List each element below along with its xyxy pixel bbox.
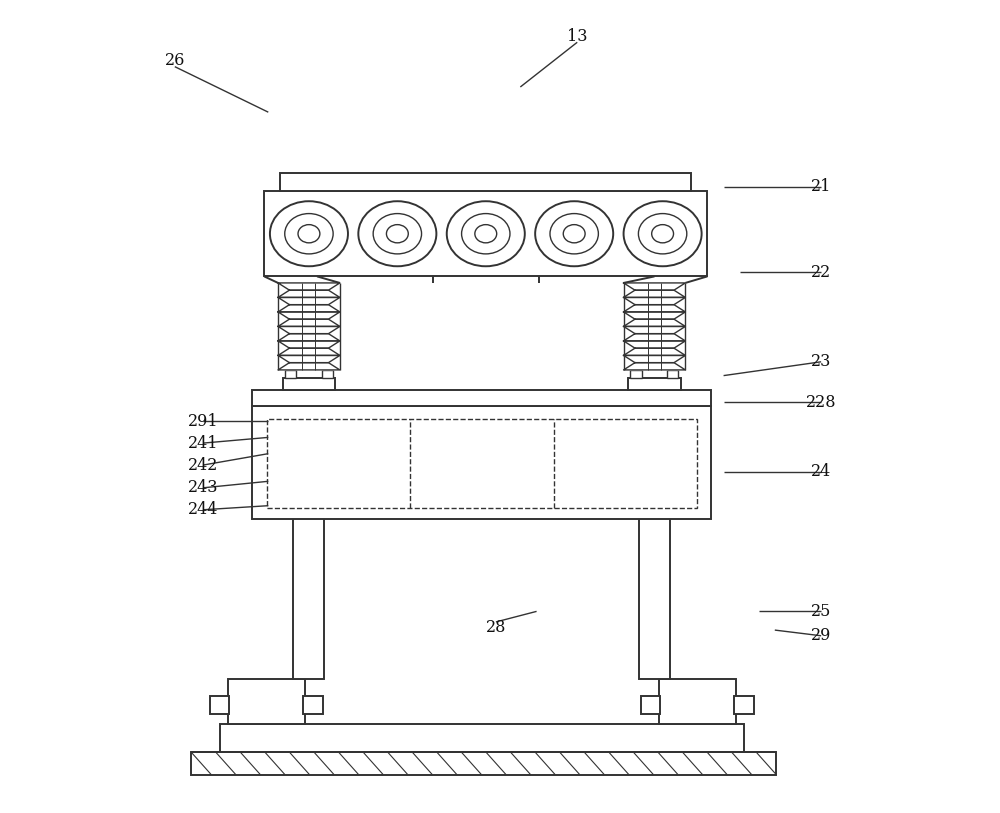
Polygon shape — [278, 355, 340, 363]
Bar — [322, 370, 333, 378]
Ellipse shape — [285, 214, 333, 254]
Bar — [228, 679, 305, 724]
Bar — [252, 406, 711, 519]
Text: 26: 26 — [165, 53, 185, 69]
Text: 22: 22 — [811, 264, 831, 280]
Ellipse shape — [386, 224, 408, 243]
Polygon shape — [278, 283, 340, 290]
Polygon shape — [624, 333, 685, 341]
Polygon shape — [278, 348, 340, 355]
Bar — [659, 679, 736, 724]
Text: 29: 29 — [811, 628, 831, 644]
Bar — [641, 696, 660, 714]
Bar — [283, 378, 335, 390]
Text: 13: 13 — [567, 28, 587, 45]
Polygon shape — [624, 326, 685, 333]
Text: 242: 242 — [188, 457, 218, 473]
Ellipse shape — [447, 202, 525, 267]
Polygon shape — [624, 348, 685, 355]
Bar — [285, 370, 296, 378]
Polygon shape — [624, 341, 685, 348]
Polygon shape — [278, 298, 340, 305]
Ellipse shape — [475, 224, 497, 243]
Ellipse shape — [373, 214, 422, 254]
Bar — [630, 370, 642, 378]
Bar — [252, 390, 711, 406]
Polygon shape — [624, 312, 685, 320]
Polygon shape — [624, 298, 685, 305]
Polygon shape — [278, 320, 340, 326]
Ellipse shape — [550, 214, 598, 254]
Polygon shape — [624, 363, 685, 370]
Polygon shape — [624, 290, 685, 298]
Bar — [639, 506, 670, 679]
Polygon shape — [278, 363, 340, 370]
Bar — [293, 506, 324, 679]
Bar — [734, 696, 754, 714]
Bar — [667, 370, 678, 378]
Bar — [264, 191, 707, 276]
Text: 28: 28 — [486, 620, 506, 636]
Text: 25: 25 — [811, 603, 831, 620]
Bar — [628, 378, 681, 390]
Bar — [267, 419, 697, 508]
Polygon shape — [624, 320, 685, 326]
Text: 243: 243 — [188, 480, 219, 496]
Text: 291: 291 — [188, 413, 219, 429]
Bar — [220, 724, 744, 752]
Text: 24: 24 — [811, 463, 831, 480]
Bar — [191, 752, 776, 775]
Ellipse shape — [624, 202, 702, 267]
Ellipse shape — [298, 224, 320, 243]
Text: 241: 241 — [188, 435, 219, 451]
Ellipse shape — [358, 202, 436, 267]
Text: 23: 23 — [811, 354, 831, 370]
Ellipse shape — [462, 214, 510, 254]
Text: 244: 244 — [188, 502, 218, 518]
Text: 228: 228 — [806, 394, 836, 411]
Polygon shape — [278, 290, 340, 298]
Polygon shape — [278, 312, 340, 320]
Text: 21: 21 — [811, 179, 831, 195]
Polygon shape — [624, 355, 685, 363]
Polygon shape — [278, 333, 340, 341]
Polygon shape — [278, 341, 340, 348]
Ellipse shape — [652, 224, 674, 243]
Ellipse shape — [270, 202, 348, 267]
Polygon shape — [624, 283, 685, 290]
Polygon shape — [278, 326, 340, 333]
Ellipse shape — [535, 202, 613, 267]
Ellipse shape — [638, 214, 687, 254]
Bar — [280, 173, 691, 191]
Bar — [210, 696, 229, 714]
Bar — [303, 696, 323, 714]
Polygon shape — [624, 305, 685, 312]
Ellipse shape — [563, 224, 585, 243]
Polygon shape — [278, 305, 340, 312]
